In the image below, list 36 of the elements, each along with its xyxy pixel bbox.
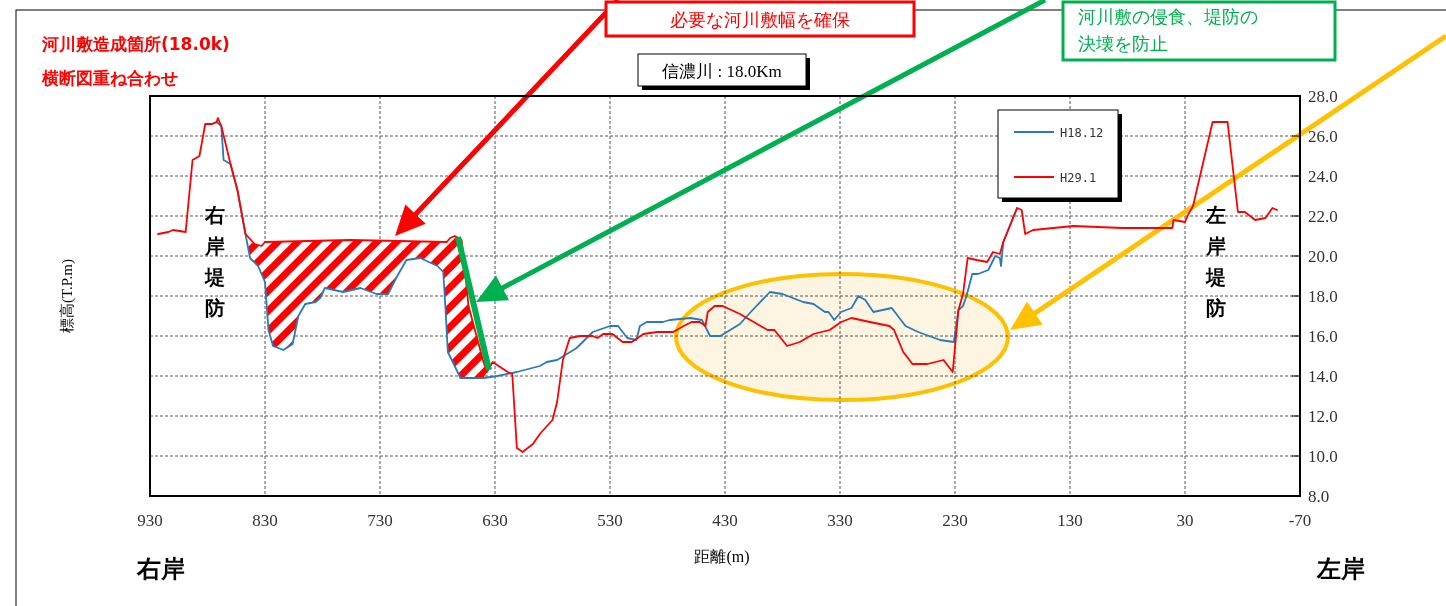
annotation: 右岸堤防 — [204, 203, 225, 320]
x-tick-label: 230 — [942, 511, 968, 530]
text: 右岸 — [136, 555, 185, 583]
y-tick-label: 12.0 — [1308, 407, 1338, 426]
x-axis-title: 距離(m) — [694, 548, 750, 566]
y-tick-label: 24.0 — [1308, 167, 1338, 186]
x-tick-label: 130 — [1057, 511, 1083, 530]
x-tick-label: 830 — [252, 511, 278, 530]
x-tick-label: 630 — [482, 511, 508, 530]
y-tick-label: 22.0 — [1308, 207, 1338, 226]
y-tick-label: 18.0 — [1308, 287, 1338, 306]
x-tick-label: 730 — [367, 511, 393, 530]
text: 必要な河川敷幅を確保 — [670, 9, 850, 30]
y-tick-label: 16.0 — [1308, 327, 1338, 346]
y-tick-label: 8.0 — [1308, 487, 1330, 506]
legend-label: H29.1 — [1060, 171, 1097, 185]
x-tick-label: 430 — [712, 511, 738, 530]
x-tick-label: 30 — [1176, 511, 1194, 530]
x-tick-label: -70 — [1288, 511, 1312, 530]
y-tick-label: 26.0 — [1308, 127, 1338, 146]
x-tick-label: 330 — [827, 511, 853, 530]
x-tick-label: 530 — [597, 511, 623, 530]
y-axis-title: 標高(T.P.m) — [59, 259, 76, 333]
legend-label: H18.12 — [1060, 126, 1104, 140]
text: 横断図重ね合わせ — [41, 68, 178, 88]
text: 左岸 — [1316, 555, 1365, 583]
y-tick-label: 14.0 — [1308, 367, 1338, 386]
text: 河川敷の侵食、堤防の決壊を防止 — [1078, 6, 1258, 54]
chart-title: 信濃川 : 18.0Km — [662, 62, 782, 81]
line-series — [157, 117, 1278, 453]
text: 河川敷造成箇所(18.0k) — [41, 34, 230, 54]
x-tick-label: 930 — [137, 511, 163, 530]
y-tick-label: 28.0 — [1308, 87, 1338, 106]
y-tick-label: 10.0 — [1308, 447, 1338, 466]
y-tick-label: 20.0 — [1308, 247, 1338, 266]
annotation: 左岸堤防 — [1205, 203, 1226, 320]
